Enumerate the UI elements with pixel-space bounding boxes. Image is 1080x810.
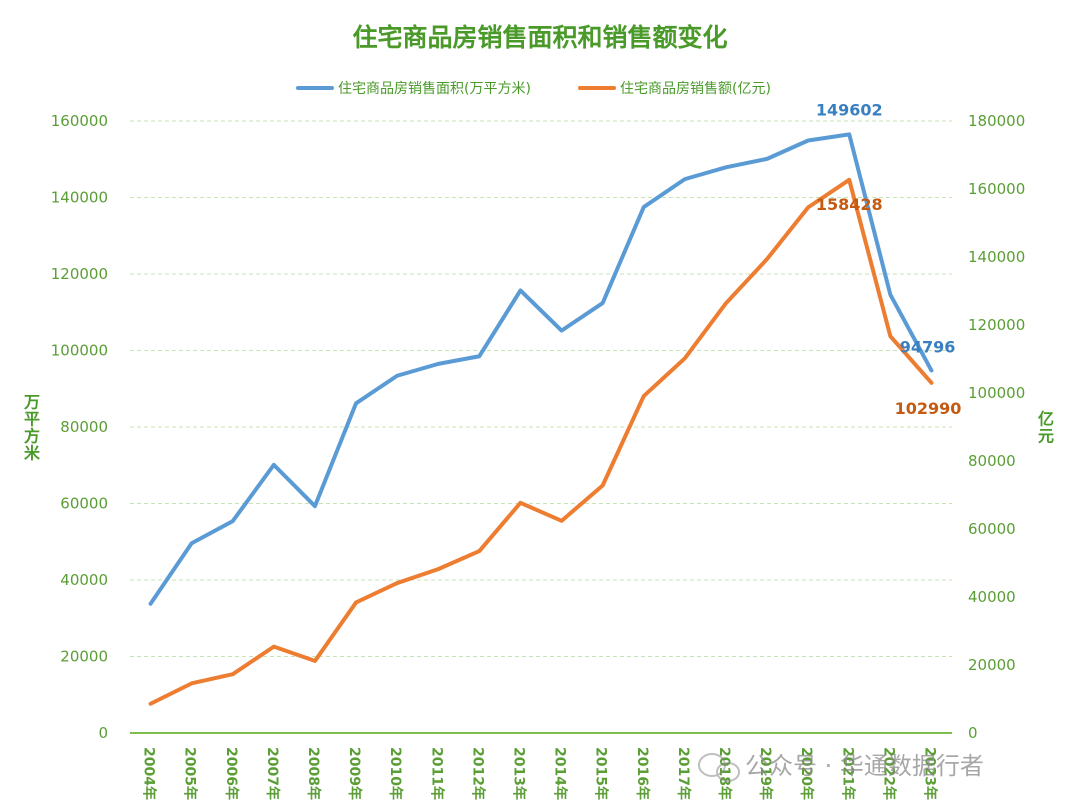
x-tick-label: 2012年 xyxy=(469,747,486,800)
right-tick-label: 20000 xyxy=(968,656,1016,674)
x-tick-label: 2009年 xyxy=(346,747,363,800)
left-tick-label: 160000 xyxy=(51,112,108,130)
watermark-text: 公众号 · 华通数据行者 xyxy=(745,752,984,780)
data-labels: 94796 102990 149602 158428 xyxy=(816,100,962,417)
x-tick-label: 2022年 xyxy=(880,747,897,800)
left-tick-label: 80000 xyxy=(60,418,108,436)
right-axis-title: 亿元 xyxy=(1038,410,1054,446)
right-tick-label: 120000 xyxy=(968,316,1025,334)
left-y-axis: 0 20000 40000 60000 80000 100000 120000 140000 1… xyxy=(23,112,108,742)
wechat-icon xyxy=(698,753,740,782)
legend-label-1: 住宅商品房销售额(亿元) xyxy=(620,81,771,97)
watermark: 公众号 · 华通数据行者 xyxy=(698,752,984,782)
x-tick-label: 2005年 xyxy=(182,747,199,800)
x-tick-label: 2018年 xyxy=(716,747,733,800)
right-tick-label: 180000 xyxy=(968,112,1025,130)
x-tick-label: 2004年 xyxy=(141,747,158,800)
series-lines xyxy=(148,132,934,706)
x-tick-label: 2015年 xyxy=(593,747,610,800)
left-axis-title: 万平方米 xyxy=(23,393,41,463)
x-tick-label: 2016年 xyxy=(634,747,651,800)
chart-title: 住宅商品房销售面积和销售额变化 xyxy=(352,23,727,52)
legend: 住宅商品房销售面积(万平方米) 住宅商品房销售额(亿元) xyxy=(296,81,771,97)
x-tick-label: 2006年 xyxy=(223,747,240,800)
series-line-1 xyxy=(148,177,934,706)
left-tick-label: 40000 xyxy=(60,571,108,589)
x-tick-label: 2007年 xyxy=(264,747,281,800)
right-tick-label: 80000 xyxy=(968,452,1016,470)
right-tick-label: 0 xyxy=(968,724,978,742)
x-tick-label: 2017年 xyxy=(675,747,692,800)
data-label-area-2023: 94796 xyxy=(900,337,956,356)
x-tick-label: 2010年 xyxy=(387,747,404,800)
left-tick-label: 20000 xyxy=(60,648,108,666)
legend-label-0: 住宅商品房销售面积(万平方米) xyxy=(338,81,531,97)
x-tick-label: 2013年 xyxy=(510,747,527,800)
x-tick-label: 2008年 xyxy=(305,747,322,800)
x-tick-label: 2023年 xyxy=(921,747,938,800)
x-tick-label: 2020年 xyxy=(798,747,815,800)
left-tick-label: 120000 xyxy=(51,265,108,283)
gridlines xyxy=(130,120,952,657)
x-tick-label: 2014年 xyxy=(552,747,569,800)
left-tick-label: 100000 xyxy=(51,342,108,360)
x-tick-label: 2019年 xyxy=(757,747,774,800)
right-y-axis: 0 20000 40000 60000 80000 100000 120000 140000 1… xyxy=(968,112,1054,742)
series-line-0 xyxy=(148,132,934,606)
data-label-area-peak: 149602 xyxy=(816,100,883,119)
left-tick-label: 140000 xyxy=(51,189,108,207)
data-label-sales-peak: 158428 xyxy=(816,195,883,214)
right-tick-label: 160000 xyxy=(968,180,1025,198)
right-tick-label: 40000 xyxy=(968,588,1016,606)
x-tick-label: 2021年 xyxy=(839,747,856,800)
x-tick-label: 2011年 xyxy=(428,747,445,800)
data-label-sales-2023: 102990 xyxy=(895,399,962,418)
left-tick-label: 60000 xyxy=(60,495,108,513)
right-tick-label: 140000 xyxy=(968,248,1025,266)
right-tick-label: 60000 xyxy=(968,520,1016,538)
x-axis: 2004年 2005年 2006年 2007年 2008年 2009年 2010年 2011年… xyxy=(130,732,952,800)
left-tick-label: 0 xyxy=(98,724,108,742)
right-tick-label: 100000 xyxy=(968,384,1025,402)
